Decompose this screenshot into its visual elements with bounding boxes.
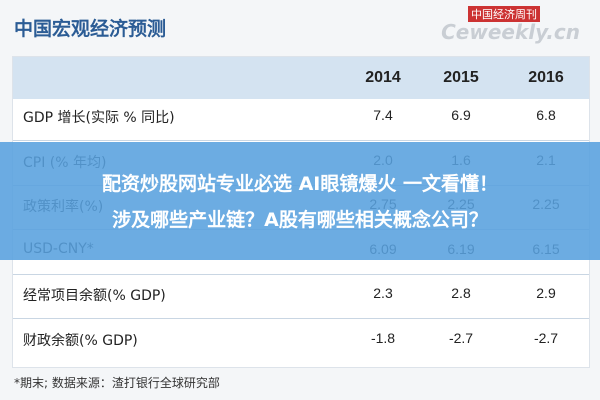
title: 中国宏观经济预测 (14, 18, 167, 40)
row-separator (13, 273, 589, 275)
cell-value: 2.3 (373, 285, 393, 301)
banner-text[interactable]: 涉及哪些产业链？A股有哪些相关概念公司？ (112, 209, 488, 231)
watermark: 中国经济周刊 (468, 6, 540, 22)
cell-value: -1.8 (370, 329, 396, 346)
row-separator (13, 318, 589, 319)
banner[interactable]: 配资炒股网站专业必选 AI眼镜爆火 一文看懂！ 涉及哪些产业链？A股有哪些相关概念… (0, 142, 600, 260)
column-header: 2016 (528, 69, 564, 86)
row-label: 财政余额(% GDP) (23, 332, 138, 349)
row-label: GDP 增长(实际 % 同比) (23, 110, 175, 126)
cell-value: 2.9 (536, 285, 556, 301)
row-separator (13, 140, 589, 141)
footnote: *期末; 数据来源：渣打银行全球研究部 (14, 376, 220, 390)
cell-value: -2.7 (448, 329, 474, 346)
header-band (13, 57, 589, 99)
banner-text[interactable]: 配资炒股网站专业必选 AI眼镜爆火 一文看懂！ (101, 173, 498, 195)
cell-value: 6.9 (451, 107, 471, 123)
column-header: 2014 (365, 69, 401, 86)
cell-value: 7.4 (373, 107, 393, 123)
cell-value: 6.8 (536, 107, 556, 123)
watermark: Ceweekly.cn (441, 20, 580, 44)
row-label: 经常项目余额(% GDP) (23, 288, 166, 304)
cell-value: 2.8 (451, 285, 471, 301)
cell-value: -2.7 (533, 329, 559, 346)
column-header: 2015 (443, 69, 479, 86)
